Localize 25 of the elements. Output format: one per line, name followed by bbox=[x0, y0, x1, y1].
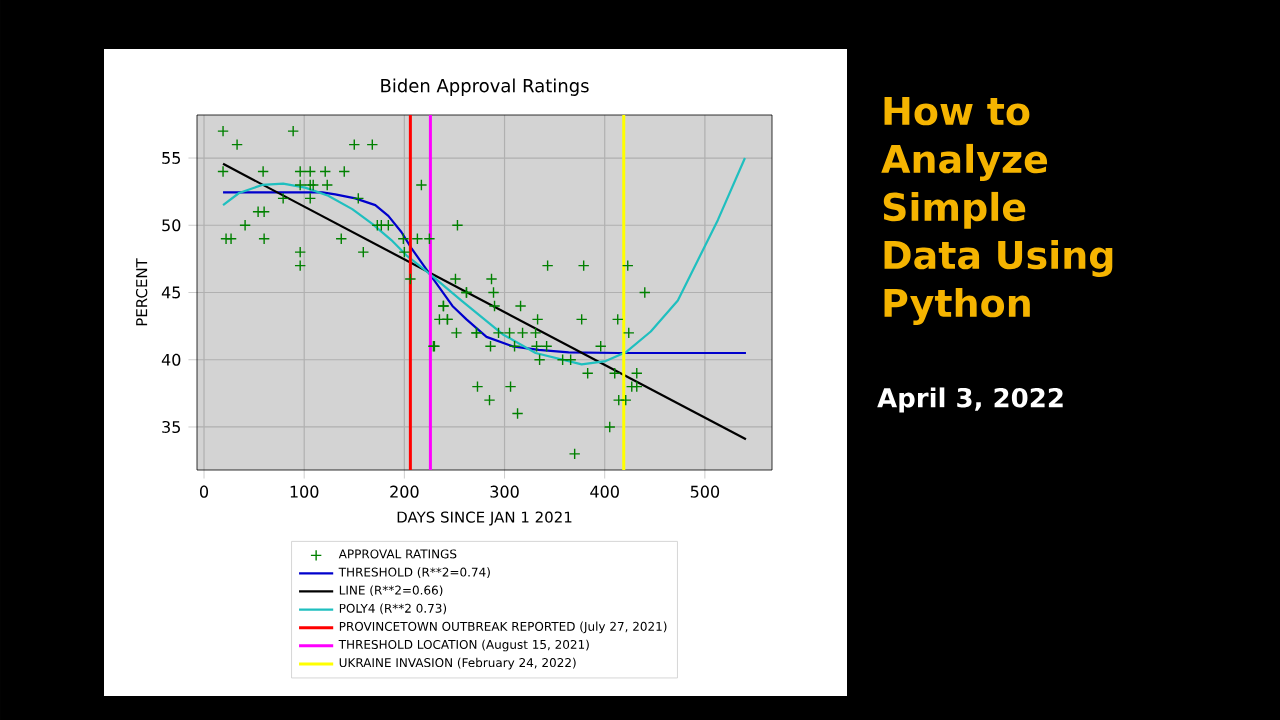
x-tick-label: 0 bbox=[199, 485, 209, 498]
y-tick-label: 55 bbox=[162, 152, 180, 164]
legend-label: THRESHOLD (R**2=0.74) bbox=[338, 567, 490, 578]
legend-label: LINE (R**2=0.66) bbox=[339, 585, 443, 597]
y-tick-label: 45 bbox=[161, 286, 180, 299]
y-tick-label: 50 bbox=[162, 219, 181, 232]
legend-label: PROVINCETOWN OUTBREAK REPORTED (July 27, 2021) bbox=[339, 621, 667, 634]
legend-label: POLY4 (R**2 0.73) bbox=[339, 603, 447, 615]
y-tick-label: 40 bbox=[161, 353, 181, 366]
text: How to Analyze Simple Data Using Python bbox=[881, 97, 1113, 325]
x-tick-label: 400 bbox=[590, 485, 619, 498]
line-series bbox=[221, 191, 748, 355]
y-axis-title: PERCENT bbox=[135, 258, 148, 326]
x-tick-label: 100 bbox=[290, 485, 319, 498]
chart-title: Biden Approval Ratings bbox=[381, 78, 589, 96]
legend-label: APPROVAL RATINGS bbox=[338, 549, 457, 559]
legend-label: UKRAINE INVASION (February 24, 2022) bbox=[339, 657, 576, 670]
x-tick-label: 200 bbox=[390, 485, 419, 498]
text: April 3, 2022 bbox=[877, 387, 1063, 413]
x-axis-title: DAYS SINCE JAN 1 2021 bbox=[397, 511, 572, 526]
y-tick-label: 35 bbox=[162, 420, 180, 434]
x-tick-label: 300 bbox=[490, 485, 519, 498]
legend-label: THRESHOLD LOCATION (August 15, 2021) bbox=[338, 639, 589, 652]
x-tick-label: 500 bbox=[690, 485, 720, 498]
line-series bbox=[221, 156, 747, 366]
